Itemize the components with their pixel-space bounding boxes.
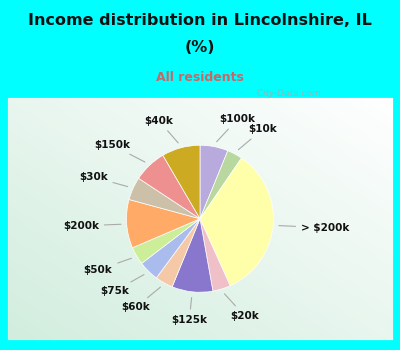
- Text: Income distribution in Lincolnshire, IL: Income distribution in Lincolnshire, IL: [28, 13, 372, 28]
- Text: $125k: $125k: [171, 298, 207, 324]
- Wedge shape: [172, 219, 213, 292]
- Text: > $200k: > $200k: [279, 223, 350, 233]
- Text: $50k: $50k: [84, 258, 132, 275]
- Text: $30k: $30k: [79, 172, 128, 187]
- Wedge shape: [129, 178, 200, 219]
- Wedge shape: [156, 219, 200, 287]
- Wedge shape: [200, 158, 274, 286]
- Text: $150k: $150k: [94, 140, 145, 162]
- Wedge shape: [142, 219, 200, 278]
- Text: All residents: All residents: [156, 71, 244, 84]
- Wedge shape: [132, 219, 200, 264]
- Text: $10k: $10k: [238, 125, 277, 150]
- Wedge shape: [200, 145, 228, 219]
- Wedge shape: [163, 145, 200, 219]
- Wedge shape: [200, 151, 242, 219]
- Text: $20k: $20k: [224, 294, 259, 321]
- Wedge shape: [139, 155, 200, 219]
- Wedge shape: [126, 199, 200, 248]
- Wedge shape: [200, 219, 230, 291]
- Text: $40k: $40k: [144, 116, 178, 143]
- Text: $75k: $75k: [100, 275, 144, 296]
- Text: (%): (%): [185, 40, 215, 55]
- Text: $200k: $200k: [63, 221, 121, 231]
- Text: $100k: $100k: [217, 114, 256, 142]
- Text: $60k: $60k: [122, 287, 160, 312]
- Text: City-Data.com: City-Data.com: [251, 89, 321, 98]
